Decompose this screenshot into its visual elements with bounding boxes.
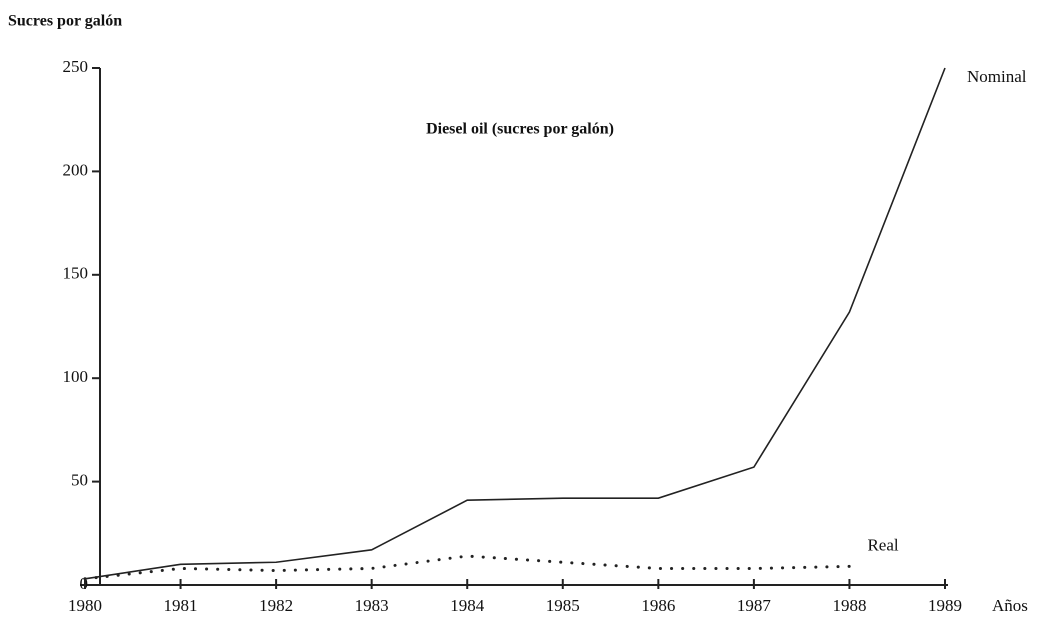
y-tick-label: 0 <box>80 574 89 593</box>
x-tick-label: 1982 <box>259 596 293 615</box>
x-tick-label: 1987 <box>737 596 772 615</box>
chart-title: Diesel oil (sucres por galón) <box>426 121 614 138</box>
y-tick-label: 100 <box>63 367 89 386</box>
x-tick-label: 1981 <box>164 596 198 615</box>
y-tick-label: 150 <box>63 264 89 283</box>
x-tick-label: 1984 <box>450 596 485 615</box>
series-label: Real <box>867 535 898 554</box>
y-tick-label: 50 <box>71 471 88 490</box>
series-line <box>84 67 946 580</box>
x-tick-label: 1989 <box>928 596 962 615</box>
y-tick-label: 250 <box>63 57 89 76</box>
x-tick-label: 1986 <box>641 596 675 615</box>
x-tick-label: 1988 <box>832 596 866 615</box>
x-tick-label: 1983 <box>355 596 389 615</box>
y-axis-label: Sucres por galón <box>8 13 122 30</box>
series-line <box>83 554 851 581</box>
x-tick-label: 1980 <box>68 596 102 615</box>
y-tick-label: 200 <box>63 160 89 179</box>
x-tick-label: 1985 <box>546 596 580 615</box>
x-axis-label: Años <box>992 596 1028 615</box>
series-label: Nominal <box>967 67 1027 86</box>
